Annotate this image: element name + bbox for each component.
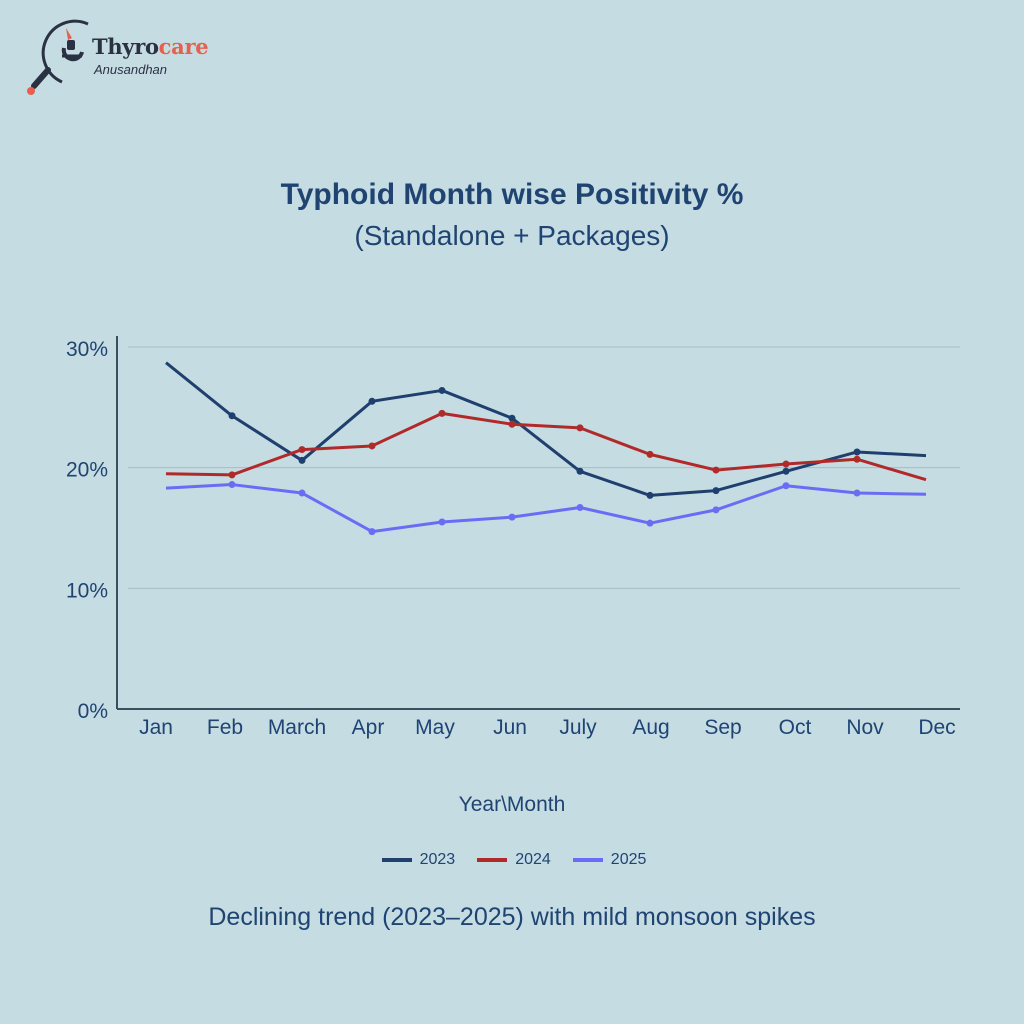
data-point-2025-Jun <box>508 513 516 521</box>
series-line-2024 <box>165 411 927 482</box>
data-point-2024-Jun <box>508 420 516 428</box>
data-point-2023-Aug <box>646 491 654 499</box>
legend-item-2024: 2024 <box>477 851 551 869</box>
data-point-2023-Oct <box>782 467 790 475</box>
series-2023 <box>165 361 927 499</box>
thyrocare-anusandhan-logo: Thyrocare Anusandhan <box>26 14 226 100</box>
legend-label-2023: 2023 <box>419 851 456 868</box>
chart-subtitle: (Standalone + Packages) <box>354 220 670 251</box>
data-point-2023-Apr <box>368 397 376 405</box>
grid-lines <box>128 346 960 589</box>
series-line-2023 <box>165 361 927 497</box>
data-point-2024-Sep <box>712 466 720 474</box>
data-point-2024-Oct <box>782 460 790 468</box>
data-point-2025-Apr <box>368 528 376 536</box>
brand-name: Thyrocare <box>92 34 209 59</box>
data-point-2025-Oct <box>782 482 790 490</box>
legend-item-2025: 2025 <box>572 851 647 869</box>
data-point-2024-July <box>576 424 584 432</box>
x-axis-label: Year\Month <box>458 793 566 816</box>
data-point-2023-Jun <box>508 414 516 422</box>
data-point-2024-Nov <box>853 455 861 463</box>
data-point-2024-Feb <box>228 471 236 479</box>
y-tick-label: 30% <box>66 338 108 361</box>
legend-item-2023: 2023 <box>381 851 456 869</box>
legend-swatch-2025 <box>572 858 603 862</box>
x-tick-label: July <box>559 716 597 739</box>
data-point-2023-May <box>438 386 446 394</box>
data-point-2023-July <box>576 467 584 475</box>
brand-name-part2: care <box>158 34 209 59</box>
data-point-2025-July <box>576 503 584 511</box>
series-line-2025 <box>165 483 927 534</box>
series-2024 <box>165 409 927 482</box>
data-point-2025-March <box>298 489 306 497</box>
chart-title: Typhoid Month wise Positivity % <box>280 178 744 211</box>
x-tick-label: Sep <box>704 716 741 739</box>
y-tick-label: 0% <box>78 700 108 723</box>
axes <box>116 336 960 710</box>
x-tick-labels: Jan Feb March Apr May Jun July Aug Sep Oct Nov Dec <box>139 716 956 739</box>
data-point-2024-May <box>438 409 446 417</box>
x-tick-label: Feb <box>207 716 243 739</box>
series-2025 <box>165 481 927 536</box>
x-tick-label: Apr <box>352 716 385 739</box>
data-point-2024-Apr <box>368 442 376 450</box>
legend-swatch-2024 <box>477 858 508 862</box>
y-tick-label: 10% <box>66 579 108 602</box>
data-point-2024-Aug <box>646 450 654 458</box>
data-point-2023-Nov <box>853 448 861 456</box>
data-point-2025-Aug <box>646 519 654 527</box>
x-tick-label: Jun <box>493 716 527 739</box>
legend-swatch-2023 <box>381 858 412 862</box>
y-tick-label: 20% <box>66 459 108 482</box>
data-point-2023-March <box>298 456 306 464</box>
data-point-2025-Sep <box>712 506 720 514</box>
footer-caption: Declining trend (2023–2025) with mild mo… <box>208 903 816 931</box>
x-tick-label: Jan <box>139 716 173 739</box>
legend: 2023 2024 2025 <box>0 851 1024 869</box>
legend-label-2025: 2025 <box>610 851 647 868</box>
data-point-2025-Feb <box>228 481 236 489</box>
x-tick-label: Oct <box>779 716 812 739</box>
data-point-2025-Nov <box>853 489 861 497</box>
data-point-2025-May <box>438 518 446 526</box>
x-tick-label: March <box>268 716 326 739</box>
magnifier-microscope-icon <box>27 19 89 95</box>
legend-label-2024: 2024 <box>515 851 551 868</box>
x-tick-label: Aug <box>632 716 669 739</box>
y-tick-labels: 0% 10% 20% 30% <box>66 338 108 723</box>
data-point-2024-March <box>298 446 306 454</box>
brand-subtitle: Anusandhan <box>94 62 168 77</box>
data-point-2023-Sep <box>712 487 720 495</box>
x-tick-label: Nov <box>846 716 884 739</box>
x-tick-label: Dec <box>918 716 955 739</box>
series-lines <box>165 361 927 536</box>
x-tick-label: May <box>415 716 455 739</box>
data-point-2023-Feb <box>228 412 236 420</box>
brand-name-part1: Thyro <box>92 34 159 59</box>
